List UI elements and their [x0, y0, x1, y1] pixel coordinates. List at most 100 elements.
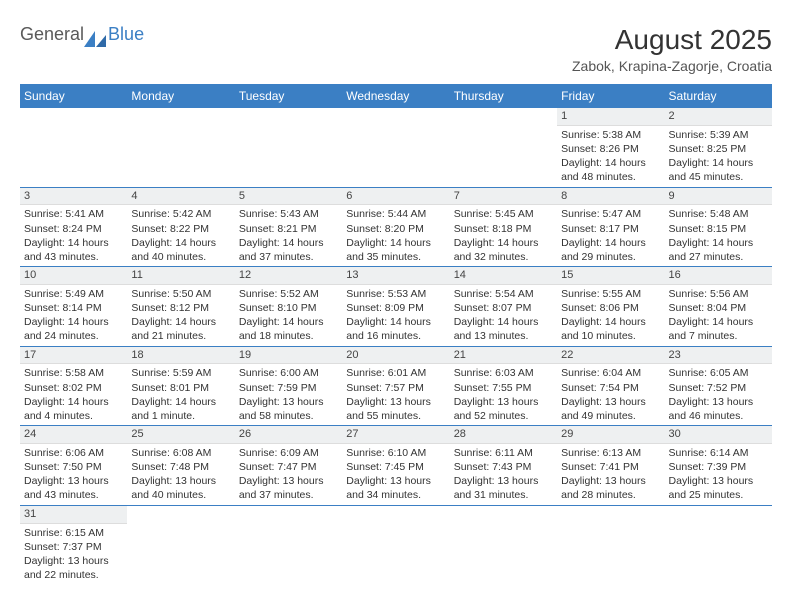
day-body — [235, 125, 342, 129]
daylight-text: Daylight: 14 hours and 4 minutes. — [24, 395, 123, 423]
calendar-day: 26Sunrise: 6:09 AMSunset: 7:47 PMDayligh… — [235, 426, 342, 505]
day-number: 1 — [557, 108, 664, 126]
day-number: 24 — [20, 426, 127, 444]
day-number: 8 — [557, 188, 664, 206]
calendar-day-empty — [450, 506, 557, 585]
sunrise-text: Sunrise: 6:01 AM — [346, 366, 445, 380]
sunset-text: Sunset: 8:06 PM — [561, 301, 660, 315]
day-number: 27 — [342, 426, 449, 444]
daylight-text: Daylight: 14 hours and 45 minutes. — [669, 156, 768, 184]
page: General Blue August 2025 Zabok, Krapina-… — [0, 0, 792, 612]
calendar-day: 25Sunrise: 6:08 AMSunset: 7:48 PMDayligh… — [127, 426, 234, 505]
day-number: 20 — [342, 347, 449, 365]
day-body: Sunrise: 6:15 AMSunset: 7:37 PMDaylight:… — [20, 524, 127, 585]
day-number: 21 — [450, 347, 557, 365]
day-number: 17 — [20, 347, 127, 365]
calendar-day-empty — [127, 108, 234, 187]
sunset-text: Sunset: 7:48 PM — [131, 460, 230, 474]
sunrise-text: Sunrise: 6:00 AM — [239, 366, 338, 380]
calendar-day: 10Sunrise: 5:49 AMSunset: 8:14 PMDayligh… — [20, 267, 127, 346]
day-number: 14 — [450, 267, 557, 285]
sunset-text: Sunset: 8:20 PM — [346, 222, 445, 236]
sunset-text: Sunset: 8:02 PM — [24, 381, 123, 395]
daylight-text: Daylight: 13 hours and 22 minutes. — [24, 554, 123, 582]
day-body: Sunrise: 6:10 AMSunset: 7:45 PMDaylight:… — [342, 444, 449, 505]
day-number: 9 — [665, 188, 772, 206]
calendar-day: 19Sunrise: 6:00 AMSunset: 7:59 PMDayligh… — [235, 347, 342, 426]
day-body: Sunrise: 6:13 AMSunset: 7:41 PMDaylight:… — [557, 444, 664, 505]
sunrise-text: Sunrise: 5:58 AM — [24, 366, 123, 380]
calendar-day: 15Sunrise: 5:55 AMSunset: 8:06 PMDayligh… — [557, 267, 664, 346]
calendar-day: 14Sunrise: 5:54 AMSunset: 8:07 PMDayligh… — [450, 267, 557, 346]
day-body: Sunrise: 5:38 AMSunset: 8:26 PMDaylight:… — [557, 126, 664, 187]
calendar-day-empty — [665, 506, 772, 585]
day-number — [342, 108, 449, 125]
sunset-text: Sunset: 7:55 PM — [454, 381, 553, 395]
daylight-text: Daylight: 13 hours and 40 minutes. — [131, 474, 230, 502]
day-body: Sunrise: 6:14 AMSunset: 7:39 PMDaylight:… — [665, 444, 772, 505]
sunrise-text: Sunrise: 6:14 AM — [669, 446, 768, 460]
daylight-text: Daylight: 13 hours and 52 minutes. — [454, 395, 553, 423]
sunset-text: Sunset: 7:47 PM — [239, 460, 338, 474]
calendar-week: 24Sunrise: 6:06 AMSunset: 7:50 PMDayligh… — [20, 426, 772, 506]
sunrise-text: Sunrise: 6:10 AM — [346, 446, 445, 460]
day-number — [127, 108, 234, 125]
daylight-text: Daylight: 14 hours and 24 minutes. — [24, 315, 123, 343]
day-number — [127, 506, 234, 523]
sunset-text: Sunset: 8:01 PM — [131, 381, 230, 395]
logo-text-general: General — [20, 24, 84, 45]
calendar: SundayMondayTuesdayWednesdayThursdayFrid… — [20, 84, 772, 584]
day-number: 15 — [557, 267, 664, 285]
calendar-day: 20Sunrise: 6:01 AMSunset: 7:57 PMDayligh… — [342, 347, 449, 426]
calendar-day: 9Sunrise: 5:48 AMSunset: 8:15 PMDaylight… — [665, 188, 772, 267]
daylight-text: Daylight: 14 hours and 13 minutes. — [454, 315, 553, 343]
sunset-text: Sunset: 8:09 PM — [346, 301, 445, 315]
sunset-text: Sunset: 8:22 PM — [131, 222, 230, 236]
calendar-day-empty — [450, 108, 557, 187]
day-body: Sunrise: 6:01 AMSunset: 7:57 PMDaylight:… — [342, 364, 449, 425]
sunrise-text: Sunrise: 5:55 AM — [561, 287, 660, 301]
day-body: Sunrise: 6:08 AMSunset: 7:48 PMDaylight:… — [127, 444, 234, 505]
sunset-text: Sunset: 8:25 PM — [669, 142, 768, 156]
title-block: August 2025 Zabok, Krapina-Zagorje, Croa… — [572, 24, 772, 74]
daylight-text: Daylight: 14 hours and 37 minutes. — [239, 236, 338, 264]
sunrise-text: Sunrise: 5:59 AM — [131, 366, 230, 380]
day-body — [127, 125, 234, 129]
day-body: Sunrise: 5:39 AMSunset: 8:25 PMDaylight:… — [665, 126, 772, 187]
daylight-text: Daylight: 14 hours and 43 minutes. — [24, 236, 123, 264]
sunset-text: Sunset: 8:26 PM — [561, 142, 660, 156]
daylight-text: Daylight: 13 hours and 49 minutes. — [561, 395, 660, 423]
daylight-text: Daylight: 13 hours and 25 minutes. — [669, 474, 768, 502]
day-body: Sunrise: 6:04 AMSunset: 7:54 PMDaylight:… — [557, 364, 664, 425]
sunrise-text: Sunrise: 5:49 AM — [24, 287, 123, 301]
day-body: Sunrise: 5:45 AMSunset: 8:18 PMDaylight:… — [450, 205, 557, 266]
calendar-week: 10Sunrise: 5:49 AMSunset: 8:14 PMDayligh… — [20, 267, 772, 347]
sunrise-text: Sunrise: 5:39 AM — [669, 128, 768, 142]
sunrise-text: Sunrise: 5:47 AM — [561, 207, 660, 221]
day-body — [127, 523, 234, 527]
daylight-text: Daylight: 14 hours and 48 minutes. — [561, 156, 660, 184]
day-number: 4 — [127, 188, 234, 206]
day-number: 23 — [665, 347, 772, 365]
calendar-day: 11Sunrise: 5:50 AMSunset: 8:12 PMDayligh… — [127, 267, 234, 346]
weekday-label: Monday — [127, 84, 234, 108]
day-number: 2 — [665, 108, 772, 126]
day-body — [20, 125, 127, 129]
sunset-text: Sunset: 8:04 PM — [669, 301, 768, 315]
day-body: Sunrise: 5:42 AMSunset: 8:22 PMDaylight:… — [127, 205, 234, 266]
calendar-day-empty — [235, 506, 342, 585]
location-text: Zabok, Krapina-Zagorje, Croatia — [572, 58, 772, 74]
day-number — [20, 108, 127, 125]
sunrise-text: Sunrise: 6:04 AM — [561, 366, 660, 380]
sunset-text: Sunset: 7:59 PM — [239, 381, 338, 395]
sunrise-text: Sunrise: 5:44 AM — [346, 207, 445, 221]
daylight-text: Daylight: 13 hours and 43 minutes. — [24, 474, 123, 502]
calendar-day: 16Sunrise: 5:56 AMSunset: 8:04 PMDayligh… — [665, 267, 772, 346]
calendar-day: 6Sunrise: 5:44 AMSunset: 8:20 PMDaylight… — [342, 188, 449, 267]
day-number: 18 — [127, 347, 234, 365]
calendar-day: 7Sunrise: 5:45 AMSunset: 8:18 PMDaylight… — [450, 188, 557, 267]
day-number: 16 — [665, 267, 772, 285]
logo: General Blue — [20, 24, 144, 45]
daylight-text: Daylight: 14 hours and 40 minutes. — [131, 236, 230, 264]
day-body: Sunrise: 5:56 AMSunset: 8:04 PMDaylight:… — [665, 285, 772, 346]
